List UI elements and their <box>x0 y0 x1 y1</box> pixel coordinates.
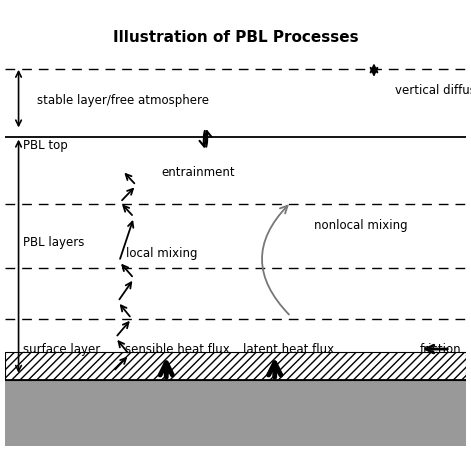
Text: surface layer: surface layer <box>23 342 100 356</box>
Text: entrainment: entrainment <box>162 166 236 179</box>
Bar <box>5 352 466 380</box>
Text: vertical diffusion: vertical diffusion <box>395 84 471 97</box>
Text: nonlocal mixing: nonlocal mixing <box>314 219 407 232</box>
Text: latent heat flux: latent heat flux <box>243 342 334 356</box>
Text: Illustration of PBL Processes: Illustration of PBL Processes <box>113 30 358 45</box>
Text: sensible heat flux: sensible heat flux <box>125 342 230 356</box>
Text: PBL top: PBL top <box>23 139 68 152</box>
Text: PBL layers: PBL layers <box>23 236 85 249</box>
Text: stable layer/free atmosphere: stable layer/free atmosphere <box>37 94 209 107</box>
Text: friction: friction <box>420 342 462 356</box>
Text: local mixing: local mixing <box>126 247 197 260</box>
Bar <box>5 380 466 446</box>
